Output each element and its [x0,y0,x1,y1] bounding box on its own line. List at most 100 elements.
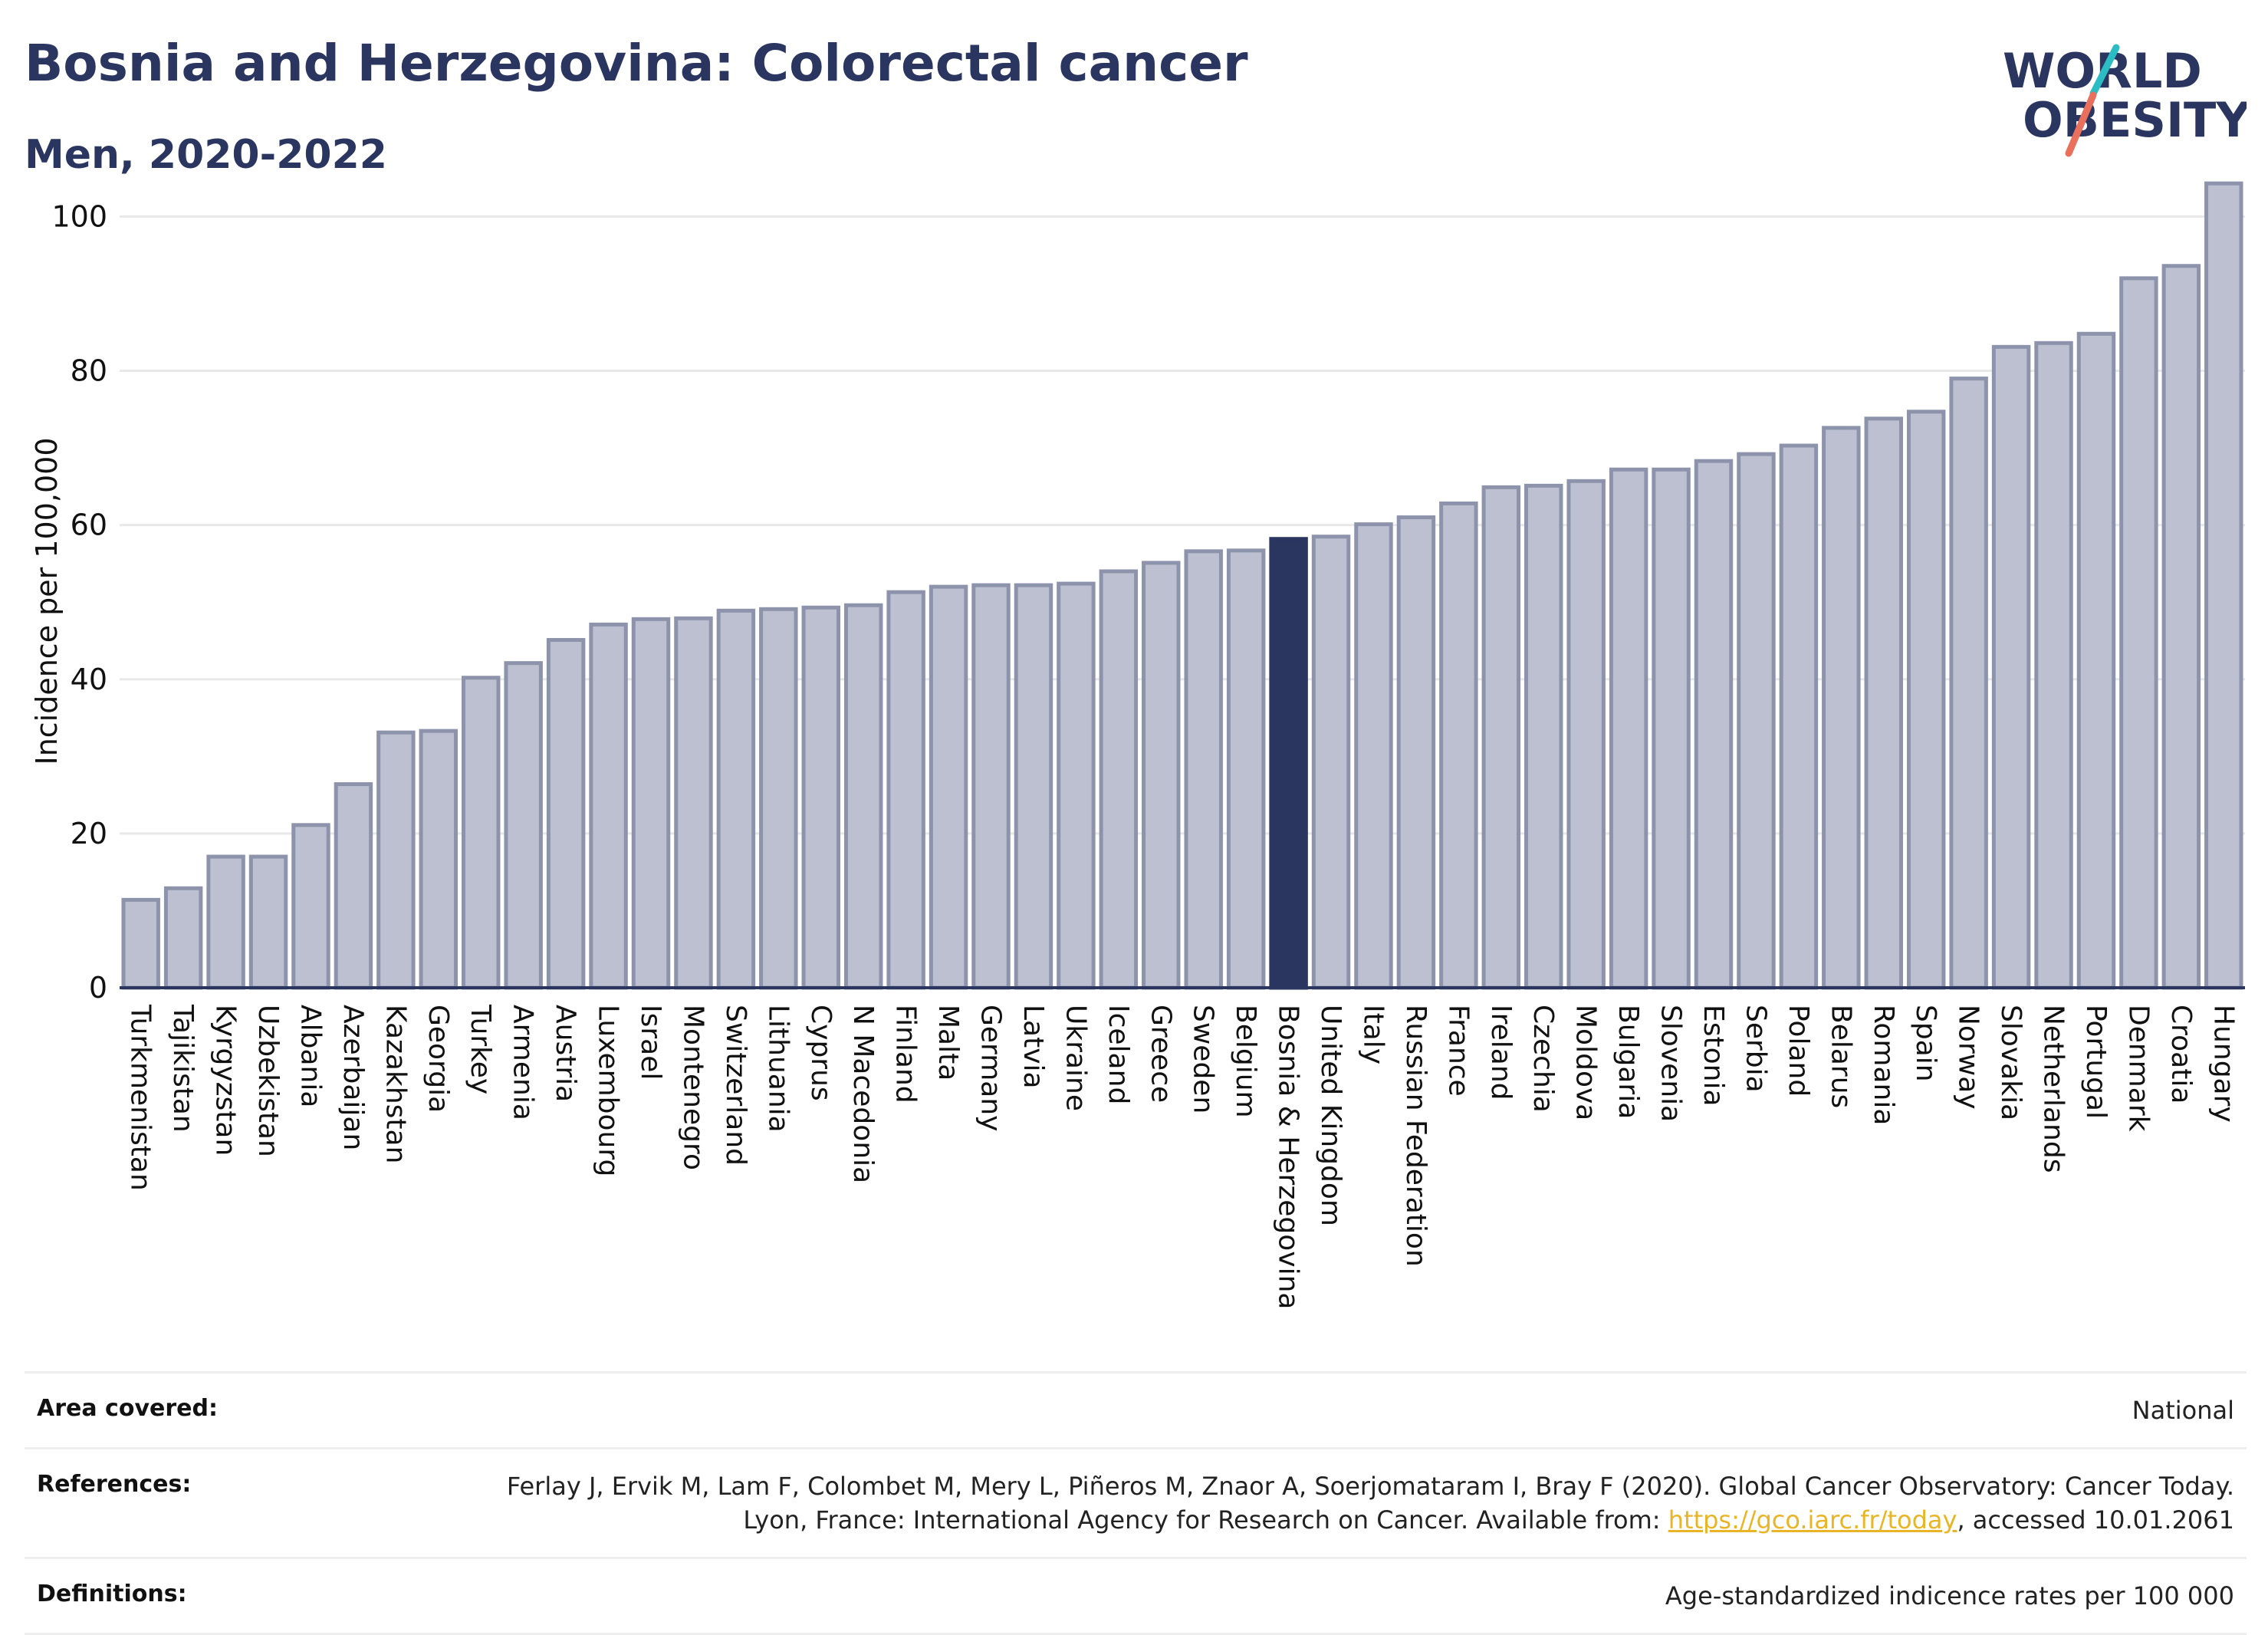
x-tick-label: Iceland [1103,1005,1134,1104]
bar [1142,561,1181,990]
x-tick-label: France [1442,1005,1474,1097]
definitions-value: Age-standardized indicence rates per 100… [1665,1581,2234,1610]
bar [1822,426,1861,990]
x-tick-label: Spain [1910,1005,1941,1082]
bar [1014,583,1053,990]
x-tick-label: Kazakhstan [380,1005,411,1163]
bar [1694,459,1734,990]
bar [163,886,203,990]
x-tick-label: Romania [1868,1005,1899,1125]
bar [801,605,840,990]
x-tick-label: Hungary [2207,1005,2239,1123]
bar [1354,522,1393,990]
x-tick-label: Cyprus [805,1005,837,1101]
logo-word-obesity: OBESITY [2023,92,2247,148]
logo-slash-coral [2065,91,2097,157]
x-tick-label: N Macedonia [847,1005,879,1183]
x-tick-label: Bulgaria [1612,1005,1644,1119]
x-tick-label: Sweden [1188,1005,1219,1114]
bar [1949,377,1988,990]
area-covered-value: National [2132,1396,2234,1425]
bar [971,583,1011,990]
x-tick-label: Uzbekistan [252,1005,284,1157]
bar [504,661,543,990]
x-tick-label: Latvia [1017,1005,1049,1089]
x-tick-label: Italy [1357,1005,1389,1064]
x-tick-label: United Kingdom [1315,1005,1346,1226]
bar [843,603,883,990]
meta-row-definitions: Definitions: Age-standardized indicence … [25,1557,2247,1635]
bar [1099,569,1139,990]
x-tick-label: Azerbaijan [337,1005,369,1150]
y-tick-label: 80 [71,354,107,388]
y-tick-label: 40 [71,663,107,696]
bar [1906,410,1946,990]
y-axis-label: Incidence per 100,000 [30,437,64,765]
bar [1057,581,1096,990]
area-covered-label: Area covered: [37,1395,218,1422]
bar [1864,416,1903,990]
world-obesity-logo: WORLD OBESITY [2003,43,2247,157]
x-tick-label: Malta [932,1005,964,1081]
bar [1311,535,1351,990]
x-tick-label: Belgium [1230,1005,1261,1118]
bar [1184,549,1223,990]
bar [376,730,416,990]
x-tick-label: Finland [890,1005,922,1104]
bar [546,637,586,990]
bar [716,608,756,990]
references-value: Ferlay J, Ervik M, Lam F, Colombet M, Me… [25,1449,2247,1557]
bar [2161,264,2201,990]
y-tick-label: 60 [71,508,107,542]
x-tick-label: Germany [975,1005,1007,1131]
bar [1991,344,2031,990]
x-tick-label: Austria [550,1005,581,1102]
x-tick-label: Israel [635,1005,666,1080]
references-link[interactable]: https://gco.iarc.fr/today [1668,1505,1957,1535]
bar [2204,181,2243,990]
references-accessed: , accessed 10.01.2061 [1957,1505,2234,1535]
x-tick-label: Tajikistan [167,1004,199,1133]
bar [1396,515,1436,990]
bar [2119,276,2158,990]
bar [206,854,245,990]
definitions-label: Definitions: [37,1581,187,1607]
logo-slash-teal [2089,44,2120,97]
bar [2034,340,2073,990]
x-tick-label: Ireland [1485,1005,1517,1100]
x-tick-label: Denmark [2122,1005,2154,1132]
x-tick-label: Montenegro [677,1005,708,1170]
x-tick-label: Estonia [1698,1005,1729,1107]
x-tick-label: Albania [294,1005,326,1107]
x-tick-label: Turkey [465,1004,496,1094]
bar-highlight [1269,537,1308,990]
x-tick-label: Netherlands [2038,1005,2069,1173]
bar [759,607,798,990]
metadata-table: Area covered: National References: Ferla… [25,1371,2247,1635]
chart-title: Bosnia and Herzegovina: Colorectal cance… [25,34,1248,93]
x-tick-label: Greece [1145,1005,1176,1103]
x-tick-label: Kyrgyzstan [210,1005,242,1156]
bar [1652,467,1691,990]
x-tick-label: Luxembourg [593,1005,624,1176]
x-tick-label: Lithuania [762,1005,794,1133]
bar [631,617,671,990]
references-label: References: [37,1471,192,1498]
x-tick-label: Slovakia [1995,1005,2026,1120]
x-tick-label: Norway [1953,1005,1984,1110]
x-tick-label: Bosnia & Herzegovina [1273,1005,1304,1309]
bar [1481,485,1521,990]
y-tick-label: 20 [71,817,107,850]
y-tick-label: 0 [89,971,107,1005]
bar [886,590,925,990]
chart-subtitle: Men, 2020-2022 [25,132,387,178]
bar [1609,467,1648,990]
bar-chart: 0 20 40 60 80 100 Turkmenistan Tajikistan Kyrgy… [30,181,2245,1309]
bar [2076,331,2116,990]
bar [1737,452,1776,990]
x-tick-label: Russian Federation [1400,1005,1431,1267]
meta-row-area: Area covered: National [25,1371,2247,1447]
bar [462,676,501,990]
x-tick-label: Turkmenistan [125,1004,156,1191]
x-tick-label: Moldova [1570,1005,1602,1120]
